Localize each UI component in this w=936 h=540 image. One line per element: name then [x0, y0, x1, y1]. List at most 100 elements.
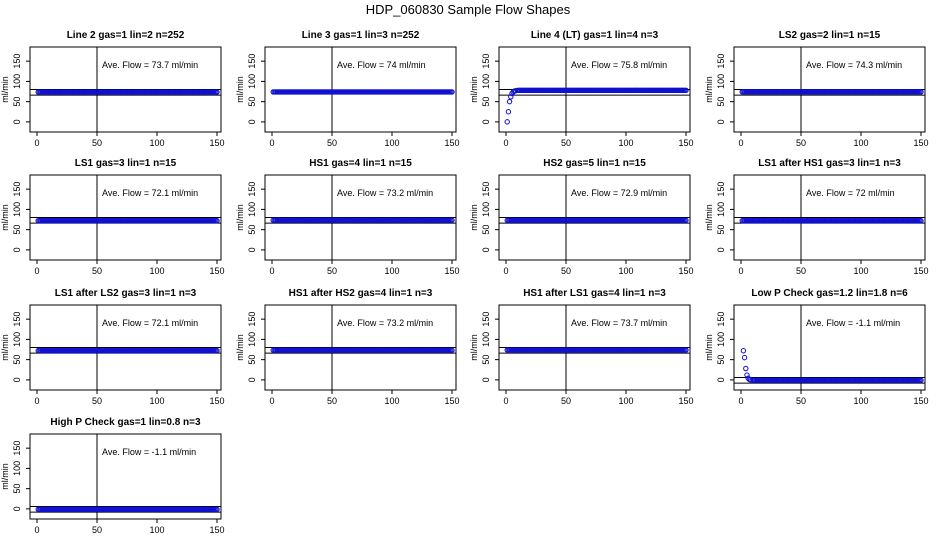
x-tick-label: 0	[738, 138, 743, 148]
y-tick-label: 150	[716, 182, 726, 197]
panel-title: HS1 after LS1 gas=4 lin=1 n=3	[523, 288, 666, 299]
x-tick-label: 150	[913, 266, 928, 276]
chart-panel: LS1 after HS1 gas=3 lin=1 n=3 Ave. Flow =…	[704, 158, 929, 276]
y-tick-label: 100	[716, 202, 726, 217]
x-tick-label: 100	[384, 396, 399, 406]
chart-panel: HS2 gas=5 lin=1 n=15 Ave. Flow = 72.9 ml/…	[469, 158, 694, 276]
y-tick-label: 50	[247, 225, 257, 235]
chart-panel: Line 3 gas=1 lin=3 n=252 Ave. Flow = 74 m…	[235, 30, 460, 148]
y-tick-label: 0	[481, 377, 491, 382]
x-tick-label: 100	[853, 396, 868, 406]
y-tick-label: 0	[247, 119, 257, 124]
panel-annotation: Ave. Flow = 72 ml/min	[806, 188, 895, 198]
y-tick-label: 150	[12, 441, 22, 456]
x-tick-label: 50	[92, 396, 102, 406]
x-tick-label: 0	[34, 266, 39, 276]
y-axis-label: ml/min	[235, 76, 245, 103]
panel-annotation: Ave. Flow = 72.1 ml/min	[102, 188, 198, 198]
y-tick-label: 150	[716, 54, 726, 69]
y-tick-label: 150	[12, 182, 22, 197]
data-point	[449, 347, 455, 353]
y-tick-label: 100	[481, 332, 491, 347]
panel-frame	[733, 304, 926, 391]
panel-annotation: Ave. Flow = 74 ml/min	[337, 60, 426, 70]
x-tick-label: 150	[678, 266, 693, 276]
chart-panel: HS1 gas=4 lin=1 n=15 Ave. Flow = 73.2 ml/…	[235, 158, 460, 276]
y-tick-label: 0	[247, 377, 257, 382]
y-axis-label: ml/min	[469, 334, 479, 361]
panel-annotation: Ave. Flow = 72.9 ml/min	[571, 188, 667, 198]
x-tick-label: 100	[853, 266, 868, 276]
panel-title: HS1 after HS2 gas=4 lin=1 n=3	[289, 288, 433, 299]
chart-panel: High P Check gas=1 lin=0.8 n=3 Ave. Flow …	[0, 417, 225, 535]
y-tick-label: 0	[12, 119, 22, 124]
y-tick-label: 50	[12, 484, 22, 494]
y-axis-label: ml/min	[0, 76, 10, 103]
x-tick-label: 0	[34, 396, 39, 406]
x-tick-label: 100	[618, 396, 633, 406]
x-tick-label: 100	[149, 266, 164, 276]
y-tick-label: 50	[247, 97, 257, 107]
x-tick-label: 50	[796, 266, 806, 276]
data-point	[918, 89, 924, 95]
y-tick-label: 50	[716, 97, 726, 107]
y-tick-label: 0	[716, 247, 726, 252]
x-tick-label: 50	[327, 266, 337, 276]
y-tick-label: 150	[481, 312, 491, 327]
y-tick-label: 100	[12, 332, 22, 347]
data-point	[741, 354, 748, 361]
y-tick-label: 100	[12, 202, 22, 217]
panel-title: HS2 gas=5 lin=1 n=15	[543, 158, 646, 169]
data-point	[683, 87, 689, 94]
y-tick-label: 50	[481, 225, 491, 235]
data-point	[740, 348, 747, 354]
y-axis-label: ml/min	[235, 204, 245, 231]
y-tick-label: 150	[247, 182, 257, 197]
y-tick-label: 0	[12, 247, 22, 252]
y-axis-label: ml/min	[235, 334, 245, 361]
y-tick-label: 150	[481, 54, 491, 69]
x-tick-label: 0	[503, 266, 508, 276]
x-tick-label: 150	[209, 396, 224, 406]
x-tick-label: 0	[738, 266, 743, 276]
x-tick-label: 100	[384, 138, 399, 148]
y-tick-label: 0	[12, 377, 22, 382]
panel-annotation: Ave. Flow = 73.7 ml/min	[102, 60, 198, 70]
data-point	[744, 372, 750, 378]
y-tick-label: 100	[247, 332, 257, 347]
data-point	[449, 89, 455, 95]
y-tick-label: 100	[12, 461, 22, 476]
figure-title: HDP_060830 Sample Flow Shapes	[365, 2, 571, 17]
x-tick-label: 50	[796, 138, 806, 148]
data-point	[214, 506, 220, 513]
panel-title: Line 4 (LT) gas=1 lin=4 n=3	[531, 30, 659, 41]
chart-panel: HS1 after LS1 gas=4 lin=1 n=3 Ave. Flow =…	[469, 288, 694, 406]
x-tick-label: 0	[34, 525, 39, 535]
y-tick-label: 50	[247, 355, 257, 365]
x-tick-label: 50	[92, 266, 102, 276]
y-tick-label: 0	[481, 119, 491, 124]
panel-title: LS2 gas=2 lin=1 n=15	[779, 30, 881, 41]
x-tick-label: 50	[561, 138, 571, 148]
y-tick-label: 150	[247, 54, 257, 69]
x-tick-label: 50	[796, 396, 806, 406]
y-tick-label: 0	[716, 377, 726, 382]
x-tick-label: 150	[678, 138, 693, 148]
y-tick-label: 100	[247, 74, 257, 89]
y-tick-label: 50	[716, 225, 726, 235]
panel-annotation: Ave. Flow = -1.1 ml/min	[102, 447, 196, 457]
y-tick-label: 0	[12, 506, 22, 511]
y-tick-label: 100	[716, 332, 726, 347]
data-point	[918, 218, 924, 224]
y-axis-label: ml/min	[0, 334, 10, 361]
y-tick-label: 150	[716, 312, 726, 327]
panel-frame	[29, 433, 222, 520]
x-tick-label: 50	[327, 138, 337, 148]
x-tick-label: 150	[444, 396, 459, 406]
chart-panel: HS1 after HS2 gas=4 lin=1 n=3 Ave. Flow =…	[235, 288, 460, 406]
y-tick-label: 0	[716, 119, 726, 124]
panel-annotation: Ave. Flow = -1.1 ml/min	[806, 318, 900, 328]
y-tick-label: 100	[12, 74, 22, 89]
panel-annotation: Ave. Flow = 72.1 ml/min	[102, 318, 198, 328]
